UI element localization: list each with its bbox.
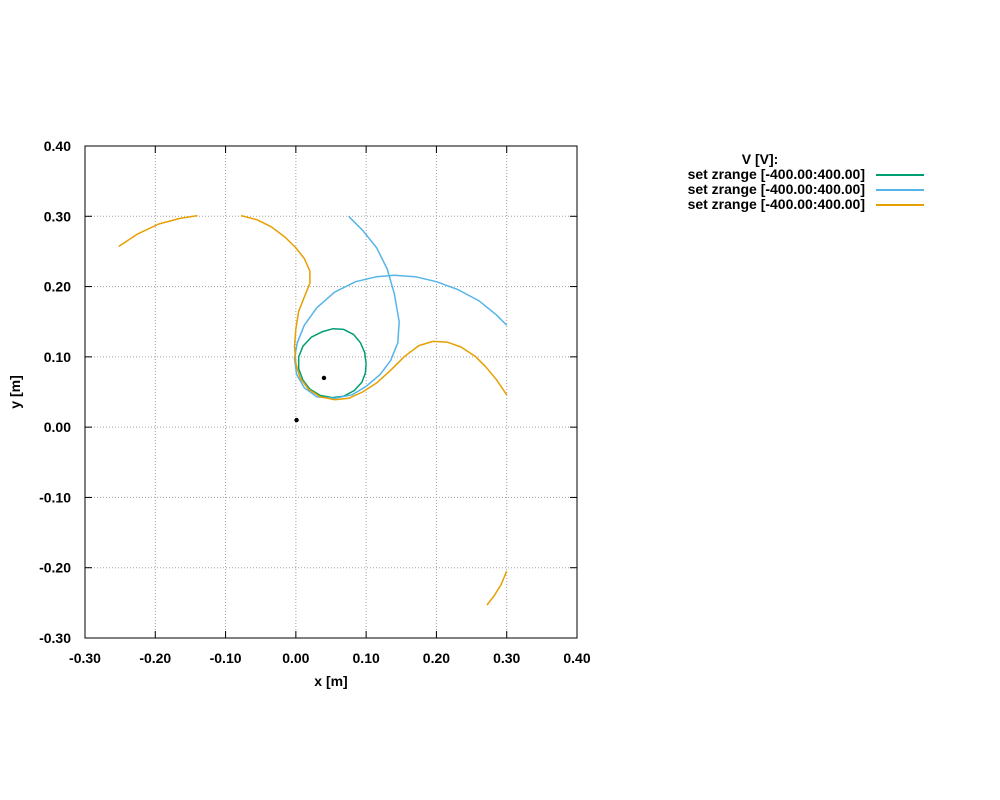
- marker-point: [321, 375, 327, 381]
- legend: V [V]: set zrange [-400.00:400.00]set zr…: [688, 151, 924, 212]
- legend-label-3: set zrange [-400.00:400.00]: [688, 196, 865, 212]
- y-tick-labels: -0.30 -0.20 -0.10 0.00 0.10 0.20 0.30 0.40: [39, 138, 71, 646]
- series-1-line: [297, 327, 367, 399]
- series-3-line: [118, 214, 198, 248]
- x-tick-label: 0.00: [282, 650, 309, 666]
- x-tick-label: -0.20: [139, 650, 171, 666]
- ticks: [84, 145, 578, 639]
- plot-frame: [84, 145, 578, 639]
- series-3-line: [486, 570, 508, 606]
- x-tick-label: -0.30: [69, 650, 101, 666]
- y-tick-label: 0.30: [44, 208, 71, 224]
- y-tick-label: 0.10: [44, 349, 71, 365]
- y-tick-label: -0.10: [39, 489, 71, 505]
- series-layer: [118, 214, 508, 606]
- y-tick-label: 0.00: [44, 419, 71, 435]
- marker-point: [294, 417, 299, 423]
- y-tick-label: -0.20: [39, 560, 71, 576]
- x-tick-label: -0.10: [210, 650, 242, 666]
- legend-label-1: set zrange [-400.00:400.00]: [688, 166, 865, 182]
- series-2-line: [293, 215, 508, 400]
- x-tick-label: 0.30: [493, 650, 520, 666]
- y-tick-label: -0.30: [39, 630, 71, 646]
- x-tick-labels: -0.30 -0.20 -0.10 0.00 0.10 0.20 0.30 0.40: [69, 650, 591, 666]
- series-3-line: [240, 214, 508, 401]
- grid: [85, 146, 577, 638]
- x-tick-label: 0.10: [353, 650, 380, 666]
- x-tick-label: 0.20: [423, 650, 450, 666]
- x-tick-label: 0.40: [563, 650, 590, 666]
- legend-label-2: set zrange [-400.00:400.00]: [688, 181, 865, 197]
- y-tick-label: 0.40: [44, 138, 71, 154]
- x-axis-label: x [m]: [314, 673, 347, 689]
- markers: [294, 375, 327, 423]
- y-tick-label: 0.20: [44, 279, 71, 295]
- y-axis-label: y [m]: [7, 375, 23, 408]
- legend-title: V [V]:: [742, 151, 779, 167]
